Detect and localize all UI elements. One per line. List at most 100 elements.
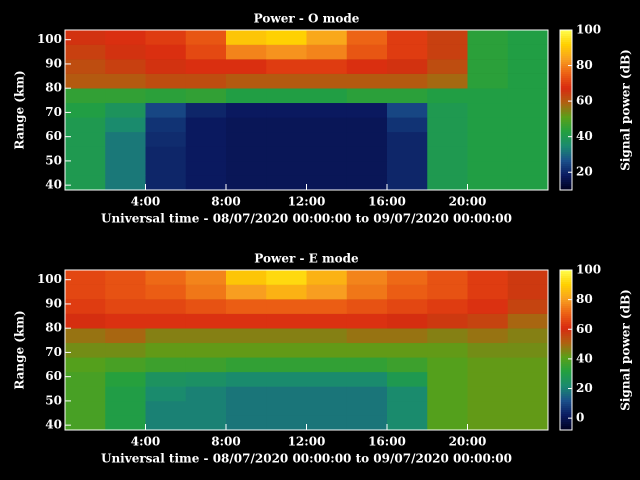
heatmap-cell	[346, 284, 388, 300]
colorbar-segment	[560, 52, 572, 55]
heatmap-cell	[387, 59, 428, 74]
colorbar-segment	[560, 138, 572, 141]
heatmap-cell	[145, 313, 187, 329]
colorbar-tick-label: 100	[576, 263, 601, 277]
heatmap-cell	[346, 30, 388, 45]
y-axis-label: Range (km)	[13, 310, 27, 389]
heatmap-cell	[427, 386, 468, 402]
heatmap-cell	[467, 270, 509, 285]
colorbar-segment	[560, 142, 572, 145]
heatmap-cell	[226, 59, 267, 74]
heatmap-cell	[467, 415, 509, 431]
colorbar-segment	[560, 330, 572, 333]
colorbar-segment	[560, 92, 572, 95]
heatmap-cell	[467, 73, 509, 89]
colorbar-segment	[560, 164, 572, 167]
colorbar-segment	[560, 414, 572, 417]
colorbar-segment	[560, 168, 572, 171]
colorbar-segment	[560, 156, 572, 159]
x-tick-label: 12:00	[288, 195, 326, 209]
heatmap-cell	[427, 299, 468, 314]
heatmap-cell	[346, 102, 388, 118]
colorbar-segment	[560, 362, 572, 365]
colorbar-segment	[560, 274, 572, 277]
heatmap-cell	[105, 371, 146, 387]
heatmap-cell	[226, 117, 267, 133]
heatmap-cell	[467, 146, 509, 162]
heatmap-cell	[306, 175, 348, 191]
heatmap-cell	[185, 371, 227, 387]
colorbar-segment	[560, 394, 572, 397]
colorbar-segment	[560, 102, 572, 105]
heatmap-cell	[266, 299, 307, 314]
colorbar-segment	[560, 374, 572, 377]
colorbar-segment	[560, 112, 572, 115]
colorbar-segment	[560, 170, 572, 173]
heatmap-cell	[387, 146, 428, 162]
heatmap-cell	[467, 175, 509, 191]
colorbar-tick-label: 40	[576, 351, 593, 365]
colorbar-segment	[560, 408, 572, 411]
heatmap-cell	[145, 160, 187, 176]
heatmap-cell	[387, 299, 428, 314]
heatmap-cell	[145, 371, 187, 387]
colorbar-segment	[560, 388, 572, 391]
colorbar-segment	[560, 46, 572, 49]
heatmap-cell	[507, 299, 549, 314]
colorbar-segment	[560, 110, 572, 113]
colorbar-segment	[560, 176, 572, 179]
heatmap-cell	[467, 59, 509, 74]
colorbar-segment	[560, 104, 572, 107]
heatmap-cell	[507, 30, 549, 45]
heatmap-cell	[467, 313, 509, 329]
colorbar-segment	[560, 146, 572, 149]
y-tick-label: 40	[45, 178, 62, 192]
heatmap-cell	[105, 400, 146, 416]
heatmap-cell	[346, 415, 388, 431]
heatmap-cell	[467, 328, 509, 344]
colorbar-segment	[560, 184, 572, 187]
colorbar-segment	[560, 342, 572, 345]
heatmap-cell	[306, 160, 348, 176]
heatmap-cell	[105, 88, 146, 104]
colorbar-segment	[560, 340, 572, 343]
colorbar-segment	[560, 354, 572, 357]
heatmap-cell	[467, 102, 509, 118]
colorbar-segment	[560, 132, 572, 135]
heatmap-cell	[467, 88, 509, 104]
heatmap-cell	[507, 117, 549, 133]
colorbar-segment	[560, 154, 572, 157]
x-tick-label: 20:00	[449, 435, 487, 449]
colorbar-segment	[560, 382, 572, 385]
colorbar-segment	[560, 286, 572, 289]
heatmap-cell	[226, 284, 267, 300]
colorbar-segment	[560, 98, 572, 101]
colorbar-segment	[560, 412, 572, 415]
colorbar-segment	[560, 56, 572, 59]
heatmap-cell	[65, 386, 106, 402]
heatmap-cell	[105, 270, 146, 285]
heatmap-cell	[467, 342, 509, 358]
colorbar-segment	[560, 76, 572, 79]
colorbar-segment	[560, 166, 572, 169]
colorbar-segment	[560, 376, 572, 379]
heatmap-cell	[427, 342, 468, 358]
y-tick-label: 100	[37, 272, 62, 286]
heatmap-cell	[427, 146, 468, 162]
colorbar-segment	[560, 40, 572, 43]
heatmap-cell	[226, 73, 267, 89]
heatmap-cell	[105, 342, 146, 358]
heatmap-cell	[507, 284, 549, 300]
heatmap-cell	[387, 44, 428, 60]
heatmap-cell	[387, 284, 428, 300]
colorbar-segment	[560, 54, 572, 57]
colorbar-segment	[560, 120, 572, 123]
colorbar-segment	[560, 32, 572, 35]
heatmap-cell	[145, 146, 187, 162]
heatmap-cell	[266, 328, 307, 344]
heatmap-cell	[105, 73, 146, 89]
heatmap-cell	[65, 299, 106, 314]
heatmap-cell	[145, 102, 187, 118]
heatmap-cell	[65, 88, 106, 104]
colorbar-segment	[560, 48, 572, 51]
